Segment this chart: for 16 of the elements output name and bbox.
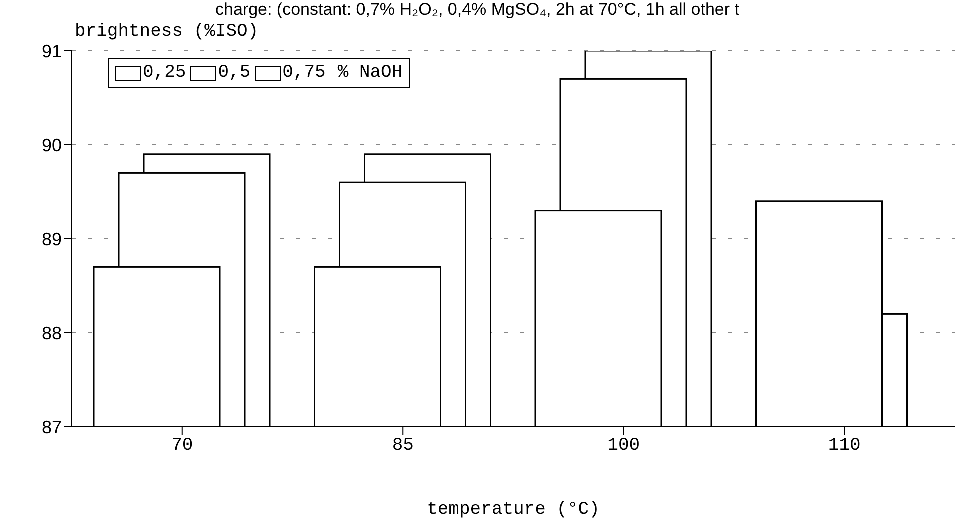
- y-tick-label: 89: [42, 229, 62, 250]
- x-tick-label: 110: [828, 436, 861, 456]
- chart-title: charge: (constant: 0,7% H₂O₂, 0,4% MgSO₄, 2h at 70°C, 1h all other t: [214, 0, 740, 20]
- y-tick-label: 90: [42, 135, 62, 156]
- legend-label: 0,5: [218, 63, 251, 83]
- legend-label: 0,25: [143, 63, 186, 83]
- legend-label: 0,75: [282, 63, 326, 83]
- y-tick-label: 88: [42, 323, 62, 344]
- x-tick-label: 70: [172, 436, 194, 456]
- y-tick-label: 87: [42, 417, 62, 438]
- x-tick-label: 100: [608, 436, 640, 456]
- x-axis-title: temperature (°C): [426, 500, 601, 520]
- y-axis-title: brightness (%ISO): [75, 22, 259, 42]
- y-tick-label: 91: [42, 41, 62, 62]
- legend-title: % NaOH: [338, 63, 403, 83]
- x-tick-label: 85: [392, 436, 414, 456]
